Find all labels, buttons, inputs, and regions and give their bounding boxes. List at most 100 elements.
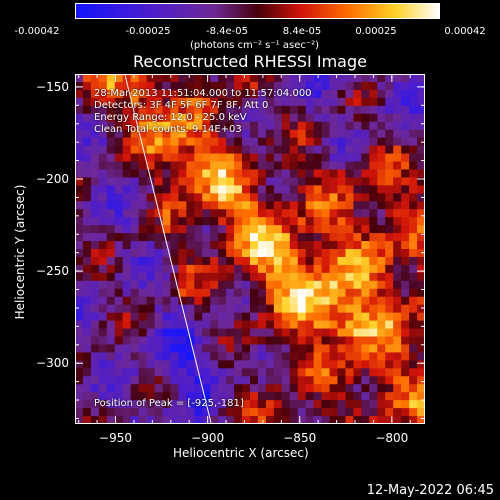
heatmap-cell — [98, 97, 108, 107]
heatmap-cell — [178, 256, 187, 266]
heatmap-cell — [313, 368, 323, 377]
heatmap-cell — [138, 416, 148, 424]
heatmap-cell — [138, 137, 148, 147]
heatmap-cell — [226, 360, 235, 369]
heatmap-cell — [218, 129, 227, 139]
heatmap-cell — [234, 400, 243, 409]
heatmap-cell — [305, 217, 315, 226]
colorbar-tick: 0.00042 — [444, 26, 486, 37]
heatmap-cell — [114, 392, 124, 401]
heatmap-cell — [138, 352, 148, 361]
heatmap-cell — [82, 384, 92, 393]
heatmap-cells — [75, 74, 425, 424]
heatmap-cell — [250, 153, 259, 163]
heatmap-cell — [242, 280, 251, 290]
heatmap-cell — [265, 137, 275, 147]
heatmap-cell — [345, 360, 354, 369]
heatmap-cell — [82, 161, 92, 171]
heatmap-cell — [353, 225, 362, 234]
heatmap-cell — [361, 225, 370, 234]
heatmap-cell — [170, 256, 179, 266]
heatmap-cell — [250, 113, 259, 123]
heatmap-cell — [353, 217, 362, 226]
heatmap-cell — [178, 81, 187, 91]
heatmap-cell — [130, 113, 140, 123]
heatmap-cell — [210, 256, 219, 266]
heatmap-cell — [82, 233, 92, 242]
heatmap-cell — [289, 376, 299, 385]
heatmap-cell — [417, 304, 425, 314]
heatmap-cell — [353, 193, 362, 202]
heatmap-cell — [417, 336, 425, 346]
heatmap-cell — [337, 225, 347, 234]
heatmap-cell — [242, 360, 251, 369]
heatmap-cell — [170, 392, 179, 401]
heatmap-cell — [385, 296, 394, 306]
heatmap-cell — [122, 368, 132, 377]
heatmap-cell — [194, 113, 203, 123]
heatmap-cell — [234, 74, 243, 83]
heatmap-cell — [393, 209, 402, 218]
heatmap-cell — [170, 416, 179, 424]
heatmap-cell — [337, 400, 347, 409]
heatmap-cell — [313, 344, 323, 353]
heatmap-cell — [162, 288, 172, 298]
heatmap-cell — [305, 416, 315, 424]
heatmap-cell — [154, 336, 164, 346]
heatmap-cell — [162, 368, 172, 377]
heatmap-cell — [393, 97, 402, 107]
heatmap-cell — [385, 113, 394, 123]
heatmap-cell — [130, 400, 140, 409]
heatmap-cell — [289, 288, 299, 298]
heatmap-cell — [106, 153, 116, 163]
heatmap-cell — [106, 113, 116, 123]
heatmap-cell — [226, 89, 235, 99]
annotation-time: 28-Mar-2013 11:51:04.000 to 11:57:04.000 — [94, 88, 312, 99]
heatmap-cell — [170, 328, 179, 338]
heatmap-cell — [393, 280, 402, 290]
heatmap-cell — [186, 97, 195, 107]
heatmap-cell — [114, 161, 124, 171]
heatmap-cell — [154, 129, 164, 139]
heatmap-cell — [98, 185, 108, 194]
heatmap-cell — [273, 153, 283, 163]
heatmap-cell — [417, 280, 425, 290]
heatmap-cell — [75, 368, 84, 377]
heatmap-cell — [385, 264, 394, 274]
heatmap-cell — [186, 113, 195, 123]
heatmap-cell — [138, 256, 148, 266]
heatmap-cell — [337, 288, 347, 298]
heatmap-cell — [242, 161, 251, 171]
heatmap-cell — [385, 280, 394, 290]
heatmap-cell — [257, 217, 267, 226]
heatmap-cell — [178, 408, 187, 417]
heatmap-cell — [257, 352, 267, 361]
heatmap-cell — [345, 328, 354, 338]
heatmap-cell — [250, 97, 259, 107]
heatmap-cell — [337, 320, 347, 330]
heatmap-cell — [361, 145, 370, 155]
heatmap-cell — [106, 241, 116, 250]
heatmap-cell — [345, 336, 354, 346]
heatmap-cell — [186, 185, 195, 194]
heatmap-cell — [250, 193, 259, 202]
heatmap-cell — [281, 256, 291, 266]
heatmap-cell — [345, 89, 354, 99]
heatmap-cell — [226, 177, 235, 186]
heatmap-cell — [417, 312, 425, 322]
heatmap-cell — [226, 336, 235, 346]
heatmap-cell — [202, 272, 211, 282]
heatmap-cell — [297, 161, 307, 171]
heatmap-cell — [162, 153, 172, 163]
heatmap-cell — [210, 145, 219, 155]
heatmap-cell — [194, 121, 203, 131]
heatmap-cell — [257, 280, 267, 290]
heatmap-cell — [313, 217, 323, 226]
heatmap-cell — [369, 209, 378, 218]
heatmap-cell — [385, 400, 394, 409]
heatmap-cell — [345, 169, 354, 178]
heatmap-cell — [353, 121, 362, 131]
heatmap-cell — [75, 177, 84, 186]
x-axis-label: Heliocentric X (arcsec) — [173, 446, 309, 460]
heatmap-cell — [218, 296, 227, 306]
